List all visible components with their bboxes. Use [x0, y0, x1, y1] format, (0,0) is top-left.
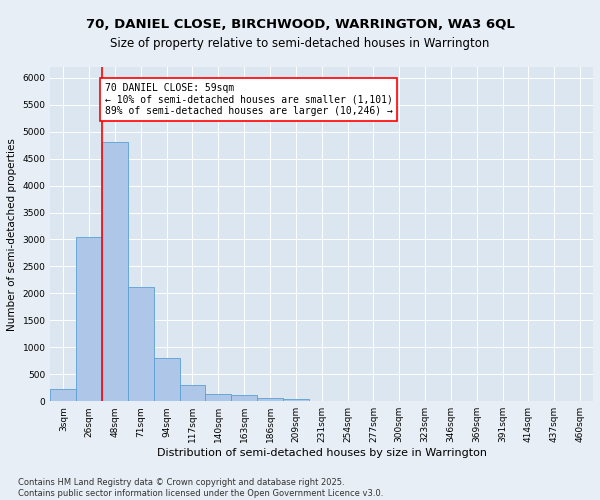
Bar [179, 385, 205, 402]
Bar [154, 358, 179, 402]
Bar [205, 394, 231, 402]
Text: Contains HM Land Registry data © Crown copyright and database right 2025.
Contai: Contains HM Land Registry data © Crown c… [18, 478, 383, 498]
Text: 70 DANIEL CLOSE: 59sqm
← 10% of semi-detached houses are smaller (1,101)
89% of : 70 DANIEL CLOSE: 59sqm ← 10% of semi-det… [104, 83, 392, 116]
Text: Size of property relative to semi-detached houses in Warrington: Size of property relative to semi-detach… [110, 38, 490, 51]
Y-axis label: Number of semi-detached properties: Number of semi-detached properties [7, 138, 17, 330]
Bar [128, 287, 154, 402]
X-axis label: Distribution of semi-detached houses by size in Warrington: Distribution of semi-detached houses by … [157, 448, 487, 458]
Bar [231, 396, 257, 402]
Bar [76, 237, 102, 402]
Bar [102, 142, 128, 402]
Bar [50, 389, 76, 402]
Text: 70, DANIEL CLOSE, BIRCHWOOD, WARRINGTON, WA3 6QL: 70, DANIEL CLOSE, BIRCHWOOD, WARRINGTON,… [86, 18, 514, 30]
Bar [283, 400, 309, 402]
Bar [257, 398, 283, 402]
